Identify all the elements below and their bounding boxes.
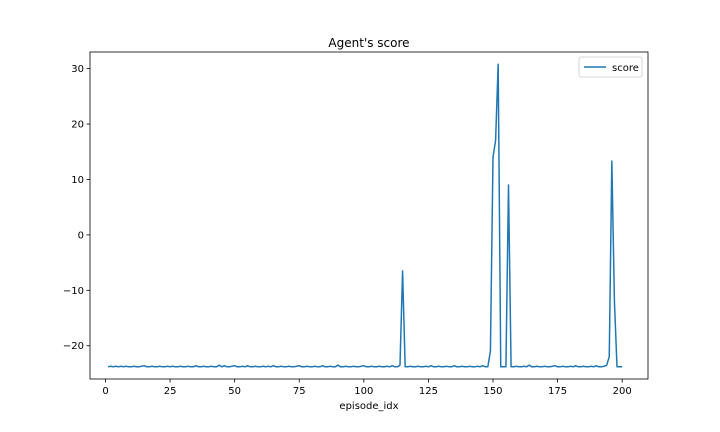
y-axis: −20 −10 0 10 20 30 (63, 64, 90, 352)
x-tick-label: 50 (228, 386, 241, 397)
y-tick-label: 0 (78, 230, 84, 241)
series-line-score (107, 63, 623, 368)
x-tick-label: 100 (354, 386, 373, 397)
x-tick-label: 150 (483, 386, 502, 397)
x-tick-label: 125 (419, 386, 438, 397)
x-tick-label: 75 (293, 386, 306, 397)
x-tick-label: 200 (613, 386, 632, 397)
legend[interactable]: score (578, 56, 643, 78)
plot-frame (89, 51, 649, 380)
y-tick-label: −10 (63, 286, 84, 297)
y-tick-label: 10 (71, 175, 84, 186)
x-tick-label: 0 (102, 386, 108, 397)
x-tick-label: 25 (164, 386, 177, 397)
x-axis: 0 25 50 75 100 125 150 175 200 (102, 379, 632, 397)
y-tick-label: 20 (71, 120, 84, 131)
chart-title: Agent's score (328, 36, 409, 50)
plot-area: 0 25 50 75 100 125 150 175 200 −20 −10 0 10 20 30 (63, 51, 649, 397)
legend-box (578, 56, 643, 78)
y-tick-label: 30 (71, 64, 84, 75)
y-tick-label: −20 (63, 341, 84, 352)
x-axis-label: episode_idx (339, 401, 398, 412)
legend-label-score: score (612, 63, 639, 74)
x-tick-label: 175 (548, 386, 567, 397)
